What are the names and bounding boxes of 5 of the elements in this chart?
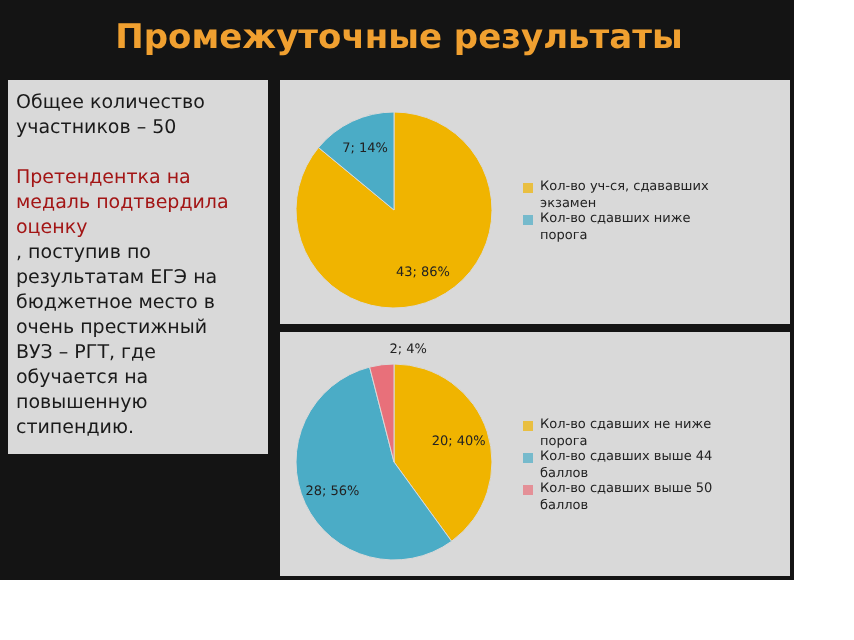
text: , поступив по результатам ЕГЭ на бюджетное место в очень престижный ВУЗ – РГТ, где обучается на повышенную стипендию. bbox=[16, 242, 218, 439]
pie-slice bbox=[295, 111, 493, 309]
text: Промежуточные результаты bbox=[115, 18, 683, 58]
text: Претендентка на медаль подтвердила оценку bbox=[16, 167, 229, 239]
text: Общее количество участников – 50 bbox=[16, 92, 206, 139]
